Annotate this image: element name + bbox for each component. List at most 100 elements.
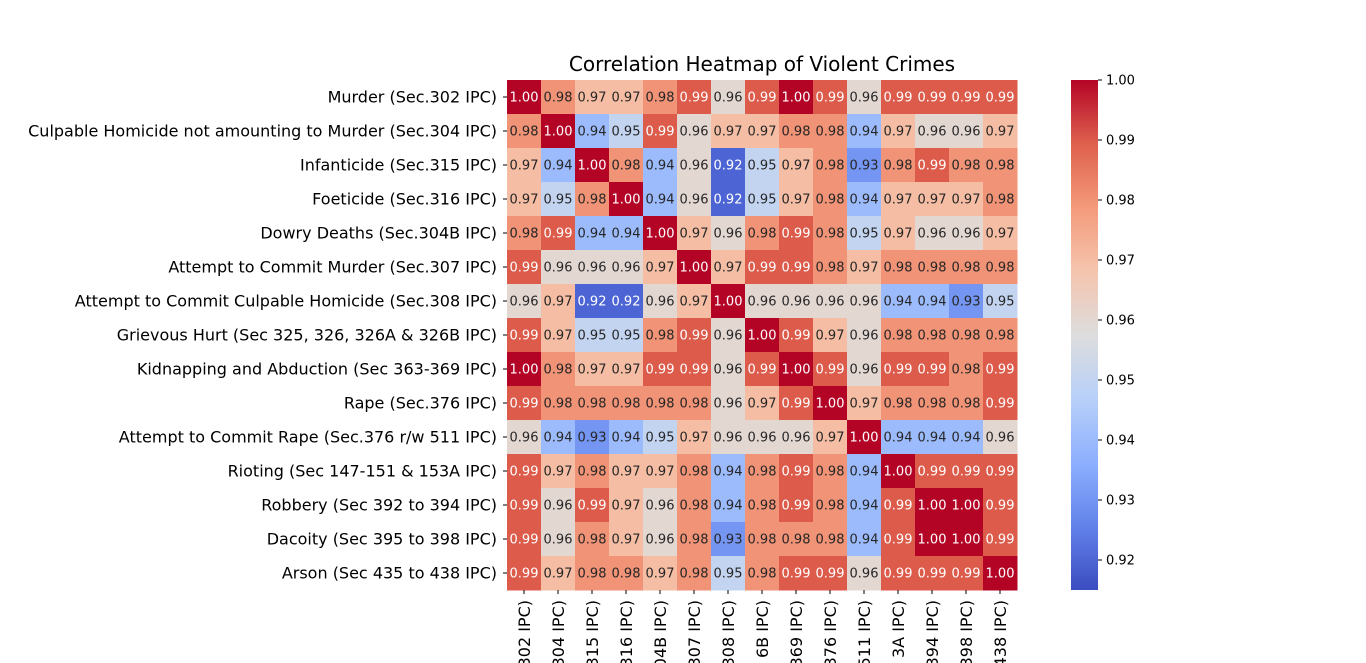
heatmap-cell [575, 352, 610, 387]
row-label: Attempt to Commit Rape (Sec.376 r/w 511 … [119, 428, 497, 447]
cell-value-label: 0.99 [884, 363, 913, 378]
cell-value-label: 0.94 [850, 465, 879, 480]
heatmap-cell [813, 420, 848, 455]
heatmap-cell [677, 250, 712, 285]
heatmap-cell [813, 284, 848, 319]
heatmap-cell [575, 420, 610, 455]
heatmap-cell [677, 556, 712, 591]
cell-value-label: 0.98 [918, 397, 947, 412]
heatmap-cell [779, 148, 814, 183]
cell-value-label: 0.97 [646, 261, 675, 276]
cell-value-label: 0.97 [952, 193, 981, 208]
cell-value-label: 0.99 [782, 499, 811, 514]
cell-value-label: 0.99 [884, 533, 913, 548]
cell-value-label: 0.96 [714, 363, 743, 378]
heatmap-cell [745, 80, 780, 115]
colorbar-tick-label: 0.95 [1106, 374, 1135, 389]
cell-value-label: 0.98 [680, 533, 709, 548]
heatmap-cell [847, 352, 882, 387]
heatmap-cell [677, 80, 712, 115]
cell-value-label: 0.94 [612, 431, 641, 446]
cell-value-label: 0.94 [544, 159, 573, 174]
row-label: Rape (Sec.376 IPC) [344, 394, 497, 413]
column-label: 369 IPC) [787, 600, 806, 663]
cell-value-label: 0.97 [510, 159, 539, 174]
heatmap-cell [949, 522, 984, 557]
cell-value-label: 1.00 [884, 465, 913, 480]
heatmap-cell [949, 216, 984, 251]
cell-value-label: 0.97 [646, 465, 675, 480]
heatmap-cell [949, 284, 984, 319]
cell-value-label: 0.99 [680, 363, 709, 378]
row-label: Arson (Sec 435 to 438 IPC) [282, 564, 497, 583]
heatmap-cell [915, 80, 950, 115]
cell-value-label: 0.94 [850, 499, 879, 514]
heatmap-cell [609, 216, 644, 251]
heatmap-cells: 1.00 0.98 0.97 0.97 0.98 0.99 0.96 0.99 1.00 0.99… [507, 80, 1018, 591]
cell-value-label: 0.98 [986, 261, 1015, 276]
cell-value-label: 0.97 [612, 91, 641, 106]
cell-value-label: 0.97 [612, 363, 641, 378]
heatmap-cell [711, 284, 746, 319]
cell-value-label: 0.95 [986, 295, 1015, 310]
cell-value-label: 0.99 [918, 465, 947, 480]
cell-value-label: 0.99 [782, 329, 811, 344]
cell-value-label: 1.00 [544, 125, 573, 140]
cell-value-label: 0.99 [952, 91, 981, 106]
heatmap-cell [507, 250, 542, 285]
heatmap-cell [745, 318, 780, 353]
heatmap-cell [881, 352, 916, 387]
heatmap-cell [983, 420, 1018, 455]
heatmap-cell [711, 488, 746, 523]
cell-value-label: 0.98 [816, 261, 845, 276]
cell-value-label: 0.99 [952, 567, 981, 582]
row-label: Attempt to Commit Culpable Homicide (Sec… [75, 292, 497, 311]
heatmap-cell [881, 454, 916, 489]
heatmap-cell [915, 114, 950, 149]
heatmap-cell [983, 148, 1018, 183]
cell-value-label: 0.99 [918, 567, 947, 582]
heatmap-cell [745, 488, 780, 523]
heatmap-cell [575, 250, 610, 285]
cell-value-label: 0.98 [986, 159, 1015, 174]
cell-value-label: 0.98 [884, 329, 913, 344]
cell-value-label: 0.94 [884, 295, 913, 310]
cell-value-label: 0.95 [544, 193, 573, 208]
cell-value-label: 0.96 [544, 533, 573, 548]
column-label: 511 IPC) [855, 600, 874, 663]
heatmap-cell [711, 386, 746, 421]
cell-value-label: 0.98 [544, 91, 573, 106]
cell-value-label: 0.99 [816, 91, 845, 106]
cell-value-label: 0.99 [510, 533, 539, 548]
row-label: Culpable Homicide not amounting to Murde… [28, 122, 497, 141]
heatmap-cell [881, 386, 916, 421]
heatmap-cell [677, 420, 712, 455]
colorbar-tick-label: 1.00 [1106, 74, 1135, 89]
cell-value-label: 0.97 [612, 499, 641, 514]
column-label: 315 IPC) [583, 600, 602, 663]
cell-value-label: 0.97 [986, 125, 1015, 140]
heatmap-cell [983, 318, 1018, 353]
cell-value-label: 1.00 [918, 499, 947, 514]
heatmap-cell [541, 522, 576, 557]
cell-value-label: 0.96 [680, 159, 709, 174]
cell-value-label: 0.96 [782, 295, 811, 310]
heatmap-cell [847, 556, 882, 591]
cell-value-label: 0.95 [748, 159, 777, 174]
cell-value-label: 0.99 [510, 329, 539, 344]
cell-value-label: 0.99 [646, 363, 675, 378]
column-label: 6B IPC) [753, 600, 772, 658]
heatmap-cell [711, 522, 746, 557]
cell-value-label: 0.98 [578, 533, 607, 548]
heatmap-cell [983, 114, 1018, 149]
heatmap-cell [677, 182, 712, 217]
heatmap-cell [541, 182, 576, 217]
cell-value-label: 0.92 [578, 295, 607, 310]
heatmap-cell [813, 80, 848, 115]
cell-value-label: 0.99 [816, 363, 845, 378]
cell-value-label: 0.97 [544, 567, 573, 582]
heatmap-cell [609, 318, 644, 353]
column-label: 316 IPC) [617, 600, 636, 663]
heatmap-cell [745, 522, 780, 557]
